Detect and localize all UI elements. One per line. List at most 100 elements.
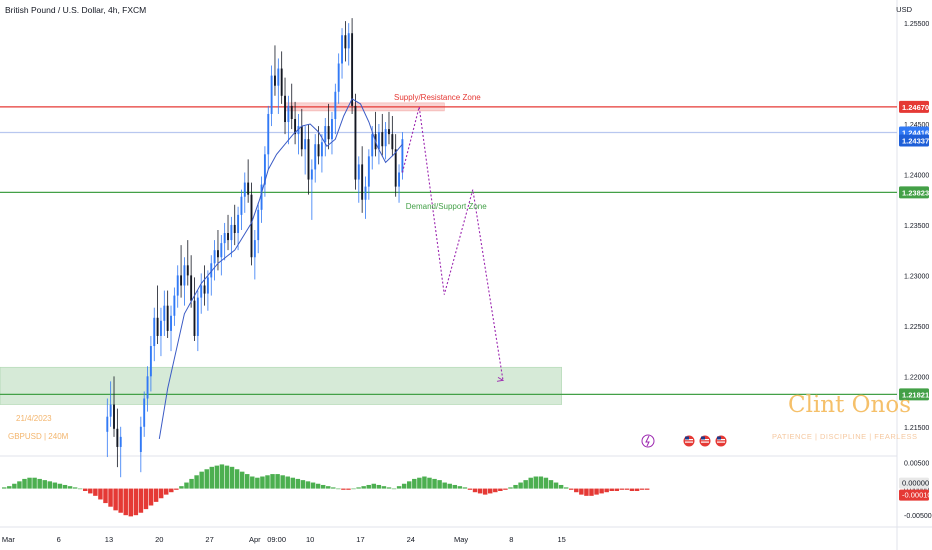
histogram-bar	[285, 476, 290, 489]
histogram-bar	[401, 483, 407, 489]
candle-body	[364, 186, 367, 200]
histogram-bar	[17, 481, 22, 489]
candle-body	[391, 134, 394, 150]
us-flag-icon	[701, 436, 705, 440]
histogram-bar	[83, 488, 88, 491]
histogram-bar	[533, 476, 539, 489]
histogram-bar	[290, 477, 296, 489]
histogram-axis-tick: -0.00500	[904, 513, 932, 520]
candle-body	[277, 68, 280, 86]
candle-body	[113, 404, 115, 429]
histogram-bar	[280, 475, 285, 489]
price-axis-tick: 1.22500	[904, 324, 929, 331]
candle-body	[180, 275, 183, 286]
histogram-bar	[93, 488, 98, 496]
candle-body	[371, 134, 374, 157]
time-axis-tick: 09:00	[267, 535, 286, 544]
histogram-bar	[356, 487, 361, 489]
histogram-bar	[219, 464, 225, 489]
histogram-bar	[462, 487, 468, 489]
lightning-icon	[645, 435, 650, 447]
time-axis-tick: 13	[105, 535, 113, 544]
histogram-bar	[341, 488, 346, 490]
candle-body	[116, 428, 119, 447]
histogram-bar	[523, 480, 528, 489]
histogram-bar	[214, 465, 220, 489]
histogram-bar	[634, 488, 640, 491]
candle-body	[384, 129, 387, 147]
histogram-bar	[153, 488, 159, 502]
histogram-bar	[574, 488, 579, 493]
histogram-bar	[579, 488, 584, 495]
candle-body	[270, 75, 273, 114]
us-flag-icon	[701, 439, 709, 441]
candle-body	[237, 214, 240, 234]
histogram-bar	[305, 481, 311, 489]
candle-body	[240, 196, 243, 215]
candle-body	[377, 132, 380, 150]
histogram-bar	[148, 488, 154, 506]
histogram-bar	[437, 480, 442, 489]
time-axis-tick: 20	[155, 535, 163, 544]
candle-body	[139, 426, 142, 452]
histogram-bar	[72, 487, 78, 489]
histogram-bar	[199, 471, 204, 489]
histogram-bar	[457, 486, 463, 489]
histogram-bar	[336, 488, 341, 490]
us-flag-icon	[717, 441, 725, 443]
candle-body	[388, 129, 390, 135]
lightning-icon[interactable]	[641, 434, 655, 448]
histogram-bar	[310, 482, 316, 489]
histogram-bar	[295, 478, 301, 489]
price-label-text: 1.24670	[902, 103, 929, 112]
candle-body	[357, 164, 360, 180]
histogram-bar	[189, 478, 194, 489]
histogram-bar	[7, 486, 12, 489]
zone-annotation: Demand/Support Zone	[406, 202, 487, 211]
histogram-bar	[361, 486, 366, 489]
histogram-bar	[204, 469, 209, 489]
candle-body	[351, 33, 354, 106]
histogram-bar	[270, 474, 275, 489]
zone-annotation: Supply/Resistance Zone	[394, 93, 481, 102]
candle-body	[193, 300, 196, 336]
histogram-bar	[417, 477, 422, 489]
candle-body	[381, 132, 384, 147]
histogram-bar	[371, 483, 377, 489]
candle-body	[394, 149, 397, 187]
histogram-bar	[224, 465, 230, 489]
us-flag-icon	[685, 436, 689, 440]
candle-body	[274, 75, 276, 86]
histogram-bar	[32, 477, 37, 489]
histogram-bar	[77, 488, 83, 490]
time-axis-tick: Mar	[2, 535, 15, 544]
histogram-bar	[315, 483, 321, 489]
candle-body	[324, 126, 327, 143]
time-axis-tick: 27	[205, 535, 213, 544]
candle-body	[247, 182, 250, 195]
histogram-bar	[320, 484, 326, 489]
histogram-bar	[123, 488, 128, 516]
histogram-bar	[427, 477, 432, 489]
histogram-bar	[629, 488, 635, 491]
candle-body	[206, 277, 209, 294]
histogram-bar	[396, 486, 402, 489]
candle-body	[160, 320, 162, 336]
histogram-bar	[488, 488, 493, 494]
histogram-bar	[412, 478, 417, 489]
candle-body	[227, 233, 229, 241]
histogram-bar	[619, 488, 625, 490]
histogram-bar	[584, 488, 589, 496]
candle-body	[320, 142, 323, 157]
candle-body	[176, 275, 179, 296]
histogram-bar	[326, 486, 331, 489]
histogram-bar	[553, 482, 559, 489]
symbol-info: GBPUSD | 240M	[8, 432, 69, 441]
candle-body	[200, 285, 203, 298]
us-flag-icon	[717, 439, 725, 441]
histogram-bar	[88, 488, 93, 494]
time-axis-tick: 8	[509, 535, 513, 544]
histogram-bar	[37, 478, 42, 489]
histogram-bar	[604, 488, 609, 493]
